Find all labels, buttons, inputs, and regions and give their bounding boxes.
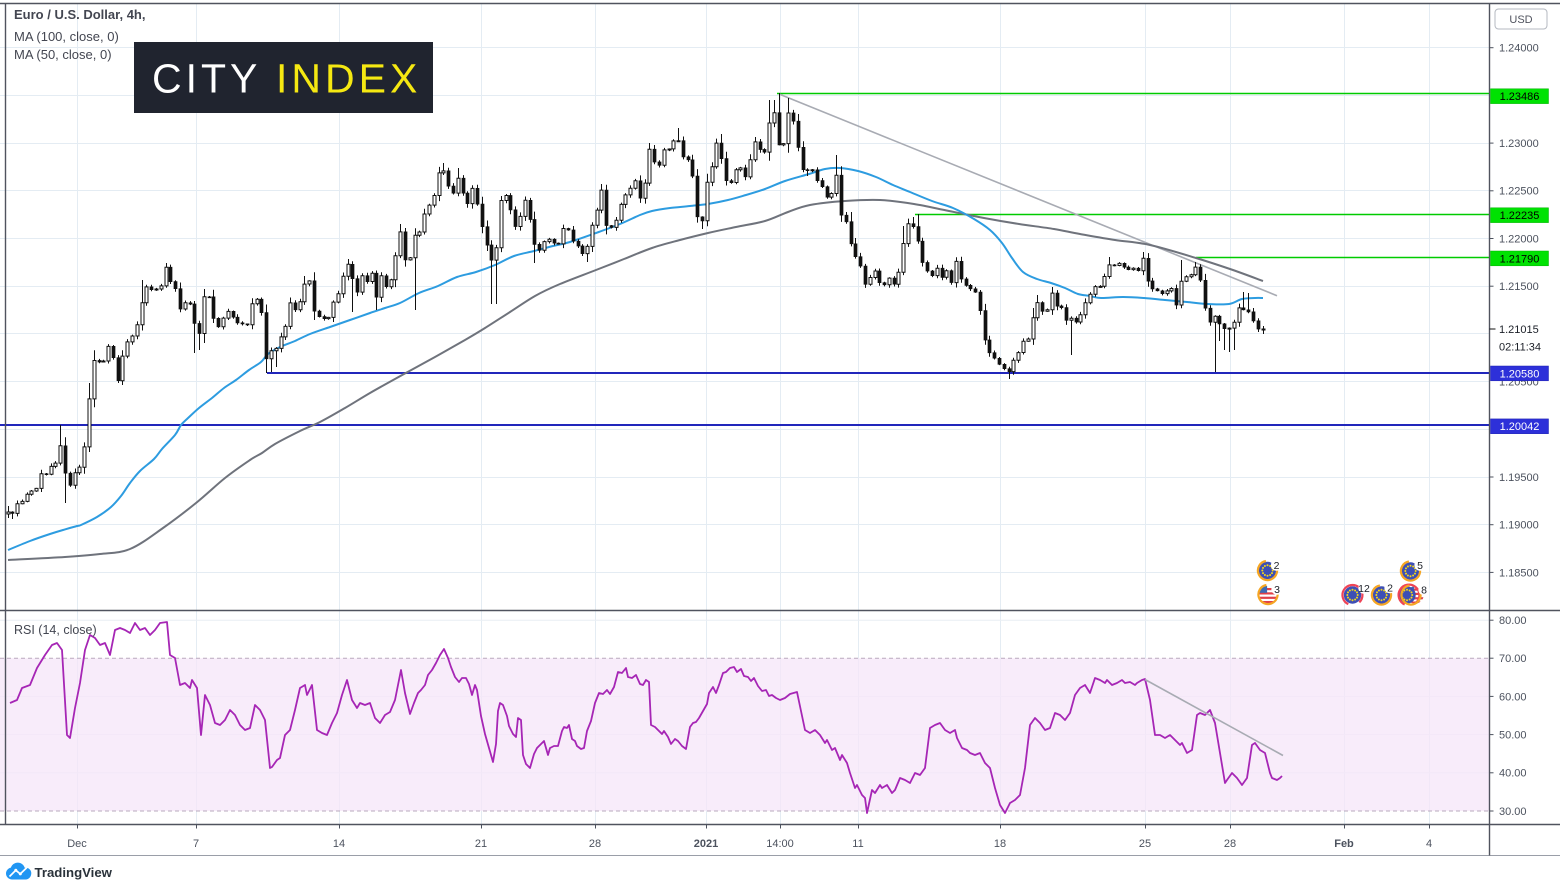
svg-text:30.00: 30.00	[1499, 806, 1527, 818]
svg-text:MA (50, close, 0): MA (50, close, 0)	[14, 47, 112, 62]
svg-text:1.20580: 1.20580	[1500, 368, 1540, 380]
svg-text:14: 14	[333, 838, 345, 850]
svg-text:4: 4	[1426, 838, 1432, 850]
svg-text:USD: USD	[1509, 14, 1532, 26]
svg-text:1.23000: 1.23000	[1499, 138, 1539, 150]
svg-text:3: 3	[1274, 584, 1280, 596]
svg-text:1.24000: 1.24000	[1499, 43, 1539, 55]
svg-text:1.18500: 1.18500	[1499, 567, 1539, 579]
svg-text:70.00: 70.00	[1499, 653, 1527, 665]
svg-text:40.00: 40.00	[1499, 768, 1527, 780]
svg-text:28: 28	[1224, 838, 1236, 850]
svg-text:28: 28	[589, 838, 601, 850]
svg-text:1.20042: 1.20042	[1500, 421, 1540, 433]
svg-text:2: 2	[1387, 583, 1393, 595]
svg-text:80.00: 80.00	[1499, 615, 1527, 627]
svg-text:18: 18	[994, 838, 1006, 850]
svg-text:1.23486: 1.23486	[1500, 91, 1540, 103]
svg-text:Dec: Dec	[67, 838, 87, 850]
svg-text:02:11:34: 02:11:34	[1499, 341, 1541, 353]
svg-text:7: 7	[193, 838, 199, 850]
svg-text:1.22500: 1.22500	[1499, 186, 1539, 198]
svg-text:1.19500: 1.19500	[1499, 472, 1539, 484]
svg-text:11: 11	[852, 838, 863, 850]
svg-text:50.00: 50.00	[1499, 730, 1527, 742]
svg-text:MA (100, close, 0): MA (100, close, 0)	[14, 29, 119, 44]
svg-text:1.19000: 1.19000	[1499, 520, 1539, 532]
svg-text:INDEX: INDEX	[276, 56, 421, 102]
svg-text:2021: 2021	[694, 838, 718, 850]
svg-text:21: 21	[475, 838, 487, 850]
svg-text:25: 25	[1139, 838, 1151, 850]
svg-text:5: 5	[1417, 560, 1423, 572]
svg-text:1.21500: 1.21500	[1499, 281, 1539, 293]
svg-text:Feb: Feb	[1334, 838, 1354, 850]
svg-text:Euro / U.S. Dollar, 4h,: Euro / U.S. Dollar, 4h,	[14, 7, 145, 22]
svg-text:CITY: CITY	[152, 56, 261, 102]
svg-text:RSI (14, close): RSI (14, close)	[14, 623, 97, 637]
svg-text:1.21015: 1.21015	[1499, 324, 1539, 336]
svg-text:12: 12	[1358, 583, 1370, 595]
svg-text:TradingView: TradingView	[35, 865, 113, 880]
svg-text:1.22235: 1.22235	[1500, 210, 1540, 222]
svg-text:1.22000: 1.22000	[1499, 233, 1539, 245]
svg-text:8: 8	[1421, 585, 1427, 597]
svg-text:2: 2	[1274, 560, 1280, 572]
svg-text:1.21790: 1.21790	[1500, 253, 1540, 265]
svg-text:14:00: 14:00	[766, 838, 794, 850]
svg-text:60.00: 60.00	[1499, 691, 1527, 703]
